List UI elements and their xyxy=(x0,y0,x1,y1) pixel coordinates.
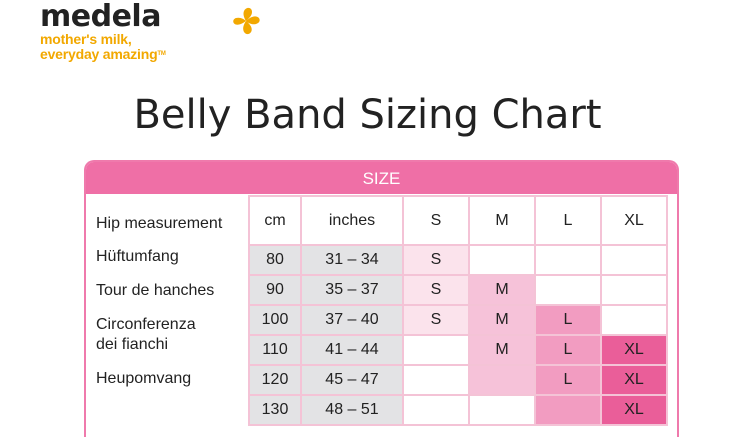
cell-size-xl: XL xyxy=(600,394,668,426)
tagline-text: everyday amazing xyxy=(40,46,158,62)
cell-inches: 37 – 40 xyxy=(300,304,404,336)
cell-size-l xyxy=(534,244,602,276)
label-dei-fianchi: dei fianchi xyxy=(96,336,169,353)
label-hip-measurement: Hip measurement xyxy=(96,215,223,232)
cell-cm: 110 xyxy=(248,334,302,366)
flower-logo-icon xyxy=(233,7,260,35)
cell-size-xl xyxy=(600,304,668,336)
cell-size-xl: XL xyxy=(600,364,668,396)
label-circonferenza: Circonferenza xyxy=(96,316,196,333)
cell-size-xl xyxy=(600,274,668,306)
cell-size-m xyxy=(468,364,536,396)
header-row: cm inches S M L XL xyxy=(248,195,668,246)
page-title: Belly Band Sizing Chart xyxy=(133,92,602,138)
size-header-bar: SIZE xyxy=(86,162,677,194)
cell-size-l: L xyxy=(534,304,602,336)
cell-size-m: M xyxy=(468,334,536,366)
table-row: 100 37 – 40 S M L xyxy=(248,304,668,336)
cell-cm: 80 xyxy=(248,244,302,276)
table-row: 130 48 – 51 XL xyxy=(248,394,668,426)
cell-size-l: L xyxy=(534,364,602,396)
cell-size-m xyxy=(468,244,536,276)
cell-size-s xyxy=(402,394,470,426)
sizing-table: cm inches S M L XL 80 31 – 34 S 90 35 – … xyxy=(248,195,668,426)
cell-size-m xyxy=(468,394,536,426)
brand-name: medela xyxy=(40,0,161,34)
header-cm: cm xyxy=(248,195,302,246)
table-row: 80 31 – 34 S xyxy=(248,244,668,276)
cell-size-l xyxy=(534,394,602,426)
label-hueftumfang: Hüftumfang xyxy=(96,248,179,265)
label-heupomvang: Heupomvang xyxy=(96,370,192,387)
cell-inches: 41 – 44 xyxy=(300,334,404,366)
cell-inches: 31 – 34 xyxy=(300,244,404,276)
cell-size-m: M xyxy=(468,304,536,336)
cell-inches: 48 – 51 xyxy=(300,394,404,426)
cell-size-s: S xyxy=(402,274,470,306)
cell-inches: 35 – 37 xyxy=(300,274,404,306)
cell-size-xl xyxy=(600,244,668,276)
sizing-chart-card: SIZE Hip measurement Hüftumfang Tour de … xyxy=(84,160,679,437)
cell-cm: 90 xyxy=(248,274,302,306)
table-row: 110 41 – 44 M L XL xyxy=(248,334,668,366)
cell-cm: 120 xyxy=(248,364,302,396)
cell-size-s: S xyxy=(402,244,470,276)
cell-size-l: L xyxy=(534,334,602,366)
medela-logo: medela mother's milk, everyday amazingTM xyxy=(40,0,260,62)
tagline-line-1: mother's milk, xyxy=(40,31,132,47)
header-size-xl: XL xyxy=(600,195,668,246)
cell-cm: 100 xyxy=(248,304,302,336)
label-tour-de-hanches: Tour de hanches xyxy=(96,282,215,299)
tagline-line-2: everyday amazingTM xyxy=(40,47,166,62)
cell-size-s: S xyxy=(402,304,470,336)
table-row: 120 45 – 47 L XL xyxy=(248,364,668,396)
header-size-s: S xyxy=(402,195,470,246)
cell-size-xl: XL xyxy=(600,334,668,366)
cell-size-l xyxy=(534,274,602,306)
header-inches: inches xyxy=(300,195,404,246)
cell-size-m: M xyxy=(468,274,536,306)
trademark-mark: TM xyxy=(157,51,166,57)
cell-inches: 45 – 47 xyxy=(300,364,404,396)
header-size-l: L xyxy=(534,195,602,246)
cell-size-s xyxy=(402,334,470,366)
table-row: 90 35 – 37 S M xyxy=(248,274,668,306)
cell-size-s xyxy=(402,364,470,396)
header-size-m: M xyxy=(468,195,536,246)
cell-cm: 130 xyxy=(248,394,302,426)
